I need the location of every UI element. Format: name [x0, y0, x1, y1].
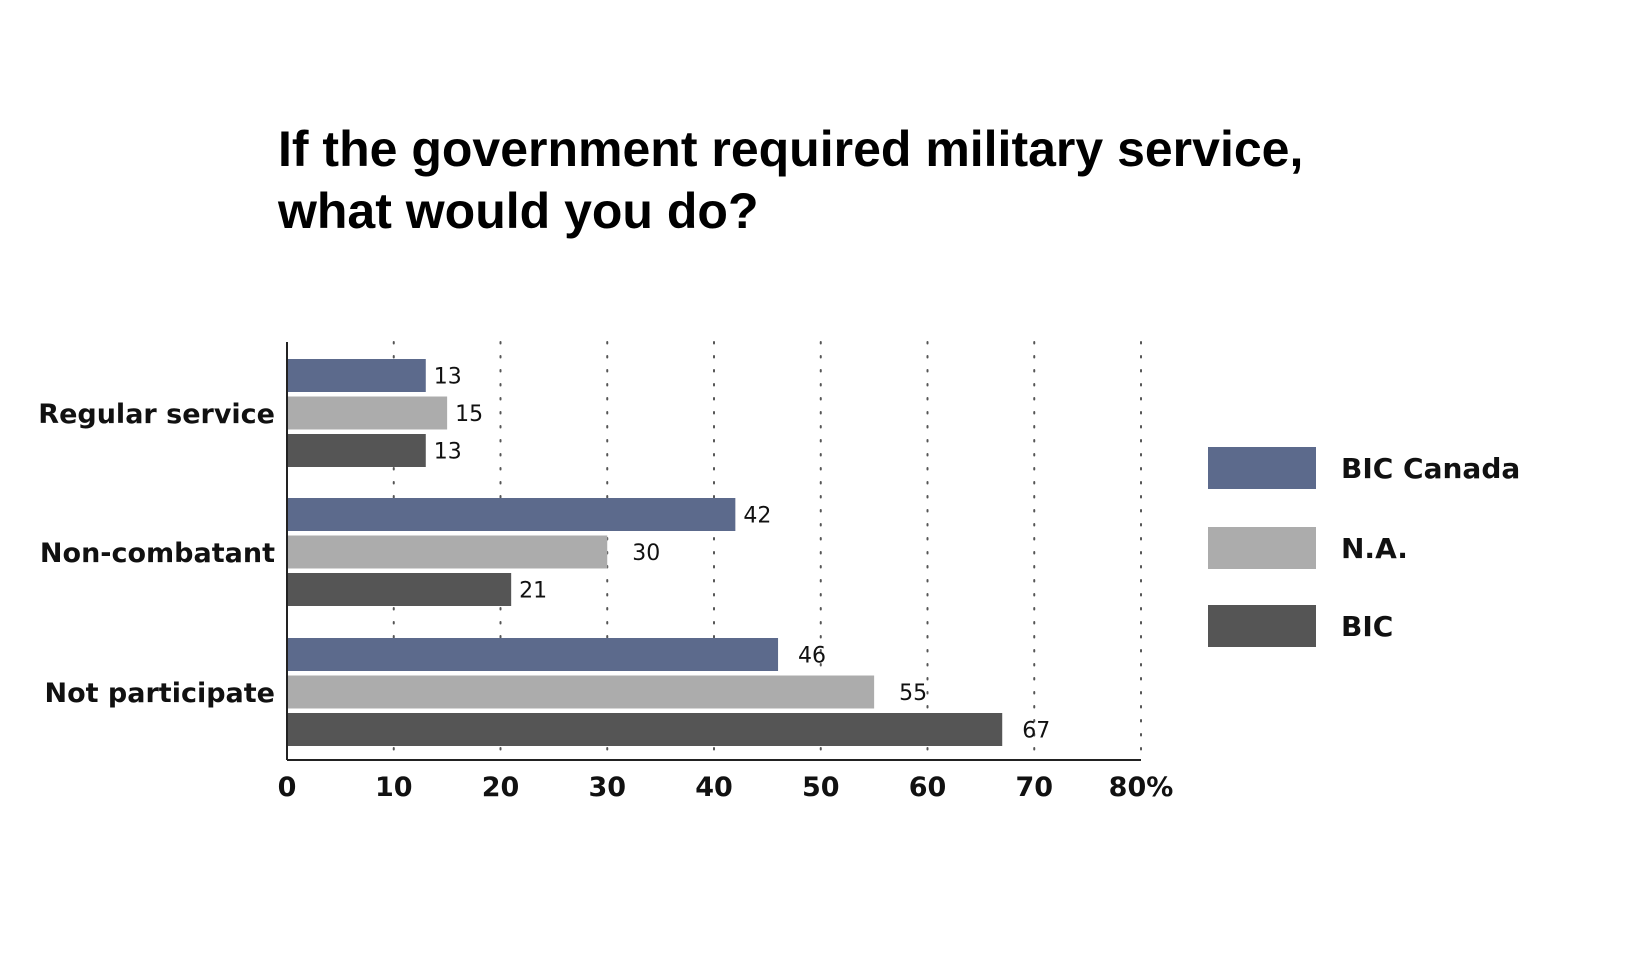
data-labels: 13 15 13 42 30 21 46 55 67 [434, 365, 1050, 744]
legend-swatch-bic-canada [1208, 447, 1316, 489]
data-label-non-combatant-bic-canada: 42 [743, 504, 771, 529]
x-tick-label-50: 50 [802, 772, 840, 803]
x-tick-label-0: 0 [278, 772, 297, 803]
bar-not-participate-bic [287, 713, 1003, 746]
x-tick-label-80: 80% [1109, 772, 1174, 803]
data-label-regular-service-bic-canada: 13 [434, 365, 462, 390]
legend-swatch-n-a [1208, 527, 1316, 569]
bar-non-combatant-bic-canada [287, 498, 736, 531]
x-tick-label-10: 10 [375, 772, 413, 803]
data-label-not-participate-bic-canada: 46 [798, 644, 826, 669]
bar-not-participate-bic-canada [287, 638, 779, 671]
x-tick-label-40: 40 [695, 772, 733, 803]
data-label-non-combatant-n-a: 30 [632, 541, 660, 566]
axes: Regular service Non-combatant Not particip… [38, 342, 1173, 803]
data-label-non-combatant-bic: 21 [519, 579, 547, 604]
chart-title-line-2: what would you do? [278, 183, 759, 239]
legend-label-n-a: N.A. [1341, 532, 1408, 565]
x-tick-label-70: 70 [1015, 772, 1053, 803]
bars [287, 359, 1003, 746]
bar-non-combatant-n-a [287, 535, 608, 569]
chart-title-line-1: If the government required military serv… [278, 121, 1304, 177]
bar-regular-service-bic [287, 434, 426, 467]
category-label-regular-service: Regular service [38, 399, 275, 430]
category-label-non-combatant: Non-combatant [40, 538, 275, 569]
bar-regular-service-n-a [287, 396, 448, 430]
legend-swatch-bic [1208, 605, 1316, 647]
x-tick-label-30: 30 [588, 772, 626, 803]
bar-regular-service-bic-canada [287, 359, 426, 392]
data-label-regular-service-n-a: 15 [455, 402, 483, 427]
x-tick-label-20: 20 [482, 772, 520, 803]
data-label-not-participate-bic: 67 [1022, 719, 1050, 744]
bar-non-combatant-bic [287, 573, 512, 606]
category-label-not-participate: Not participate [44, 678, 275, 709]
legend: BIC Canada N.A. BIC [1208, 447, 1520, 647]
legend-label-bic: BIC [1341, 610, 1393, 643]
chart-title: If the government required military serv… [278, 118, 1303, 242]
x-tick-label-60: 60 [909, 772, 947, 803]
data-label-regular-service-bic: 13 [434, 440, 462, 465]
data-label-not-participate-n-a: 55 [899, 681, 927, 706]
legend-label-bic-canada: BIC Canada [1341, 452, 1520, 485]
bar-not-participate-n-a [287, 675, 875, 709]
